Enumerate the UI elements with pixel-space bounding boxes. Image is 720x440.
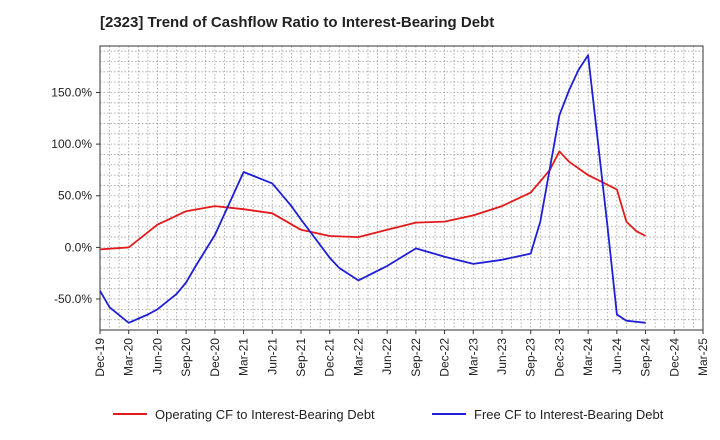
chart-title: [2323] Trend of Cashflow Ratio to Intere…: [100, 14, 495, 31]
legend-label-2: Free CF to Interest-Bearing Debt: [474, 407, 664, 422]
x-tick-label: Sep-23: [524, 338, 538, 377]
x-tick-label: Jun-23: [495, 338, 509, 375]
x-tick-label: Mar-23: [466, 338, 480, 376]
legend-label-1: Operating CF to Interest-Bearing Debt: [155, 407, 375, 422]
x-tick-label: Sep-24: [639, 338, 653, 377]
y-tick-label: -50.0%: [54, 292, 92, 306]
y-tick-label: 100.0%: [51, 137, 92, 151]
x-tick-label: Mar-24: [581, 338, 595, 376]
x-tick-label: Dec-24: [667, 338, 681, 377]
x-tick-label: Jun-24: [610, 338, 624, 375]
x-tick-label: Jun-22: [380, 338, 394, 375]
x-tick-label: Sep-21: [294, 338, 308, 377]
y-tick-label: 0.0%: [65, 240, 93, 254]
x-tick-label: Dec-23: [552, 338, 566, 377]
y-tick-label: 150.0%: [51, 85, 92, 99]
plot-frame: [99, 45, 704, 331]
x-tick-label: Mar-21: [237, 338, 251, 376]
x-tick-label: Jun-20: [150, 338, 164, 375]
series-line-2: [99, 54, 646, 324]
series-line-1: [99, 150, 647, 251]
x-tick-label: Sep-22: [409, 338, 423, 377]
x-tick-label: Dec-20: [208, 338, 222, 377]
x-tick-label: Mar-20: [122, 338, 136, 376]
x-tick-label: Sep-20: [179, 338, 193, 377]
x-tick-label: Dec-21: [323, 338, 337, 377]
x-tick-label: Dec-22: [438, 338, 452, 377]
x-tick-label: Jun-21: [265, 338, 279, 375]
x-tick-label: Mar-25: [696, 338, 710, 376]
x-tick-label: Mar-22: [351, 338, 365, 376]
y-tick-label: 50.0%: [58, 189, 92, 203]
x-tick-label: Dec-19: [93, 338, 107, 377]
